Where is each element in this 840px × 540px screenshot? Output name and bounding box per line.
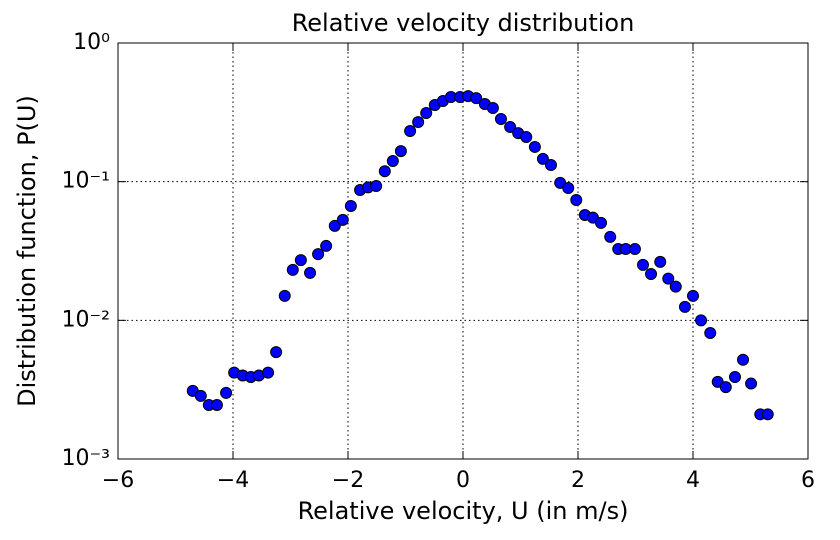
point: [336, 213, 349, 226]
chart-title: Relative velocity distribution: [292, 9, 635, 37]
point: [719, 381, 732, 394]
point: [628, 242, 641, 255]
x-axis-label: Relative velocity, U (in m/s): [298, 497, 629, 525]
x-tick-label: −4: [217, 468, 249, 493]
point: [220, 386, 233, 399]
point: [286, 263, 299, 276]
point: [494, 113, 507, 126]
point: [570, 193, 583, 206]
y-tick-label: 10⁻³: [62, 446, 110, 471]
point: [595, 216, 607, 229]
x-tick-label: 2: [571, 468, 585, 493]
point: [404, 124, 417, 137]
point: [536, 152, 549, 165]
x-tick-label: −6: [102, 468, 134, 493]
point: [262, 366, 275, 379]
point: [604, 230, 617, 243]
point: [370, 180, 383, 193]
point: [745, 377, 758, 390]
point: [412, 116, 425, 129]
point: [662, 272, 675, 285]
point: [687, 289, 699, 302]
y-tick-label: 10⁻²: [62, 307, 110, 332]
point: [470, 92, 483, 105]
point: [194, 389, 207, 402]
point: [704, 327, 717, 340]
point: [278, 289, 291, 302]
y-tick-label: 10⁻¹: [62, 169, 110, 194]
point: [562, 182, 575, 195]
plot-frame: [117, 42, 809, 460]
point: [378, 165, 391, 178]
y-tick-label: 10⁰: [73, 30, 110, 55]
x-tick-label: −2: [332, 468, 364, 493]
point: [344, 199, 357, 212]
x-tick-label: 0: [456, 468, 470, 493]
point: [394, 145, 407, 158]
point: [728, 371, 741, 384]
point: [210, 399, 223, 412]
point: [737, 353, 750, 366]
point: [678, 300, 691, 313]
x-tick-label: 6: [801, 468, 815, 493]
point: [761, 408, 774, 421]
point: [312, 248, 325, 261]
point: [386, 154, 399, 167]
point: [695, 314, 708, 327]
point: [320, 239, 333, 252]
x-tick-label: 4: [686, 468, 700, 493]
point: [528, 140, 541, 153]
point: [544, 158, 557, 171]
point: [328, 219, 341, 232]
point: [669, 280, 682, 293]
point: [636, 258, 649, 271]
point: [520, 130, 533, 143]
point: [486, 101, 499, 114]
y-axis-label: Distribution function, P(U): [13, 95, 41, 407]
point: [645, 267, 658, 280]
point: [504, 120, 517, 133]
point: [304, 266, 317, 279]
point: [654, 255, 667, 268]
point: [294, 254, 307, 267]
point: [270, 346, 283, 359]
point: [420, 106, 433, 119]
